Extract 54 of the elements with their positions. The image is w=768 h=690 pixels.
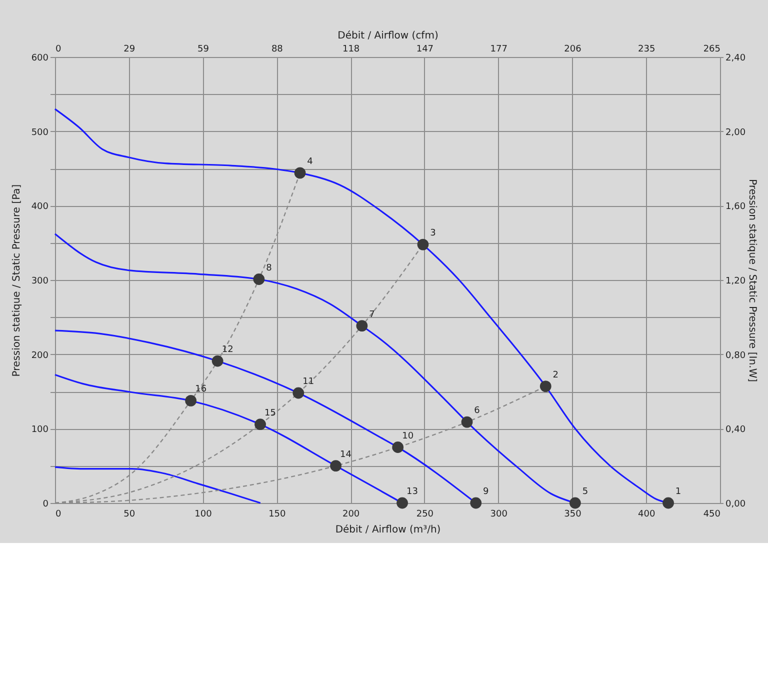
y-tick-label: 200 — [31, 350, 49, 361]
x-tick-label: 150 — [268, 510, 286, 520]
annotation: 9 — [483, 487, 490, 497]
y2-tick-label: 1,60 — [726, 202, 746, 212]
annotation: 2 — [552, 370, 558, 380]
annotation: 1 — [675, 487, 682, 497]
y2-tick-label: 2,40 — [726, 54, 746, 64]
x2-tick-label: 0 — [56, 44, 62, 54]
x2-axis-title: Débit / Airflow (cfm) — [338, 30, 438, 42]
annotation: 8 — [266, 263, 272, 274]
annotation: 7 — [369, 310, 375, 320]
x2-tick-label: 206 — [564, 44, 582, 54]
y2-tick-label: 1,20 — [726, 276, 746, 286]
x2-tick-label: 147 — [416, 44, 434, 54]
y-tick-label: 100 — [31, 425, 49, 436]
annotation: 4 — [307, 156, 314, 167]
y-tick-label: 300 — [31, 276, 49, 286]
x2-tick-label: 88 — [271, 44, 284, 54]
x2-tick-label: 59 — [198, 44, 210, 54]
annotation: 14 — [340, 450, 352, 460]
y2-tick-label: 0,40 — [726, 425, 746, 436]
annotation: 10 — [402, 431, 414, 442]
y-tick-label: 400 — [31, 202, 49, 212]
x-tick-label: 350 — [564, 510, 582, 520]
annotation: 13 — [406, 487, 418, 497]
x-axis-title: Débit / Airflow (m³/h) — [335, 524, 441, 536]
x2-tick-label: 265 — [703, 44, 720, 54]
y-tick-label: 500 — [31, 128, 49, 138]
y-tick-label: 0 — [42, 500, 49, 510]
x-tick-label: 300 — [490, 510, 508, 520]
x-tick-label: 0 — [56, 510, 62, 520]
y2-tick-label: 0,80 — [726, 350, 746, 361]
x2-tick-label: 118 — [342, 44, 360, 54]
x-tick-label: 400 — [638, 510, 656, 520]
x2-tick-label: 177 — [490, 44, 508, 54]
annotation: 11 — [302, 376, 314, 387]
y2-axis-title: Pression statique / Static Pressure [In.W] — [746, 178, 758, 382]
annotation: 12 — [222, 345, 234, 356]
y-tick-label: 600 — [31, 54, 49, 64]
x2-tick-label: 235 — [638, 44, 656, 54]
x-tick-label: 250 — [416, 510, 434, 520]
x-tick-label: 450 — [703, 510, 721, 520]
x-tick-label: 100 — [194, 510, 212, 520]
y2-tick-label: 0,00 — [726, 500, 746, 510]
x-tick-label: 200 — [342, 510, 360, 520]
x-tick-label: 50 — [124, 510, 136, 520]
annotation: 3 — [430, 228, 436, 239]
y2-tick-label: 2,00 — [726, 128, 746, 138]
x2-tick-label: 29 — [124, 44, 136, 54]
annotation: 16 — [195, 384, 207, 395]
annotation: 5 — [582, 487, 588, 497]
annotation: 15 — [264, 408, 276, 418]
y-axis-title: Pression statique / Static Pressure [Pa] — [11, 184, 22, 377]
annotation: 6 — [474, 406, 480, 416]
